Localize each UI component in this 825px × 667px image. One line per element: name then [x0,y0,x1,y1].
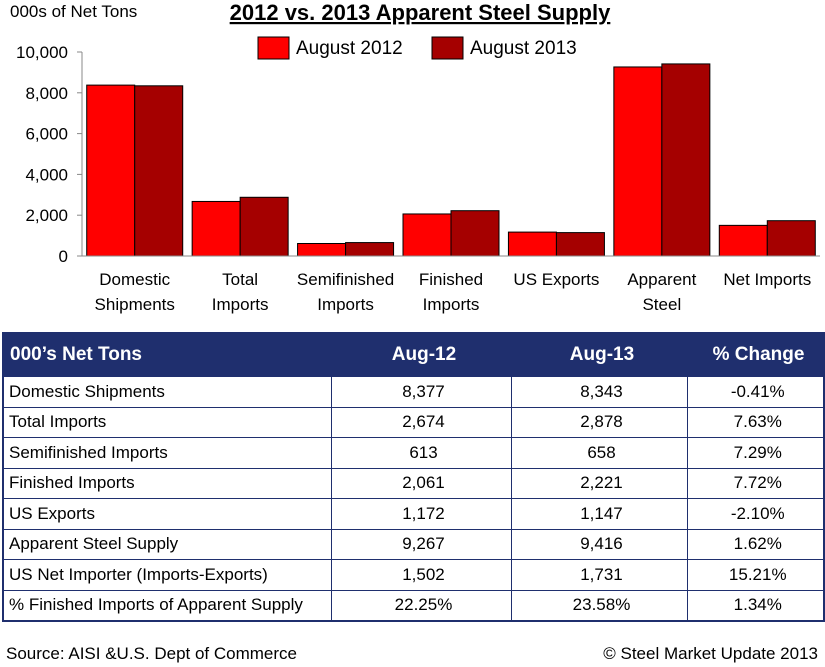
bar-aug-2013 [766,220,816,257]
cell-pct-change: 15.21% [686,559,825,591]
bar-aug-2012 [613,66,663,257]
header-aug-12: Aug-12 [330,332,512,377]
row-label: Domestic Shipments [2,375,332,408]
header-pct-change: % Change [686,332,825,377]
x-tick-label: Shipments [95,295,175,314]
table-row: % Finished Imports of Apparent Supply 22.… [2,589,825,622]
cell-aug-13: 9,416 [510,528,688,560]
bar-aug-2012 [507,231,557,257]
table-row: Semifinished Imports 613 658 7.29% [2,437,825,469]
cell-aug-13: 8,343 [510,375,688,408]
legend-label-aug-2013: August 2013 [470,38,577,59]
cell-pct-change: 7.29% [686,437,825,469]
x-tick-label: Apparent [627,270,696,289]
cell-pct-change: -0.41% [686,375,825,408]
bar-aug-2012 [297,242,347,257]
bar-aug-2013 [134,85,184,257]
table-row: Finished Imports 2,061 2,221 7.72% [2,467,825,499]
row-label: Semifinished Imports [2,437,332,469]
x-tick-label: Steel [642,295,681,314]
cell-aug-12: 2,061 [330,467,512,499]
data-table-container: 000’s Net Tons Aug-12 Aug-13 % Change Do… [2,332,825,622]
cell-aug-12: 1,172 [330,498,512,530]
bars [86,63,816,257]
table-body: Domestic Shipments 8,377 8,343 -0.41% Total … [2,375,825,622]
x-tick-label: Semifinished [297,270,394,289]
cell-pct-change: 1.62% [686,528,825,560]
cell-aug-13: 2,878 [510,406,688,438]
header-aug-13: Aug-13 [510,332,688,377]
y-tick-label: 4,000 [25,165,68,184]
row-label: US Net Importer (Imports-Exports) [2,559,332,591]
legend-swatch-aug-2012 [257,36,290,60]
bar-aug-2013 [345,242,395,257]
bar-aug-2012 [402,213,452,257]
y-tick-label: 10,000 [16,43,68,62]
x-tick-label: Net Imports [723,270,811,289]
y-axis: 0 2,000 4,000 6,000 8,000 10,000 [16,43,83,266]
cell-pct-change: 7.63% [686,406,825,438]
bar-aug-2012 [191,200,241,257]
cell-aug-13: 23.58% [510,589,688,622]
row-label: % Finished Imports of Apparent Supply [2,589,332,622]
x-tick-label: Imports [212,295,269,314]
legend-swatch-aug-2013 [431,36,464,60]
copyright-note: © Steel Market Update 2013 [603,644,818,663]
table-header-row: 000’s Net Tons Aug-12 Aug-13 % Change [2,332,825,377]
bar-aug-2013 [555,232,605,257]
table-row: US Exports 1,172 1,147 -2.10% [2,498,825,530]
header-label: 000’s Net Tons [2,332,332,377]
row-label: Apparent Steel Supply [2,528,332,560]
bar-aug-2013 [239,196,289,257]
legend: August 2012 August 2013 [257,36,577,60]
x-tick-label: Domestic [99,270,170,289]
bar-aug-2012 [718,224,768,257]
bar-aug-2012 [86,84,136,257]
y-axis-label: 000s of Net Tons [10,2,137,21]
row-label: US Exports [2,498,332,530]
table-row: Apparent Steel Supply 9,267 9,416 1.62% [2,528,825,560]
chart-title: 2012 vs. 2013 Apparent Steel Supply [230,0,611,25]
legend-label-aug-2012: August 2012 [296,38,403,59]
cell-aug-12: 613 [330,437,512,469]
cell-aug-13: 1,147 [510,498,688,530]
x-tick-label: Finished [419,270,483,289]
table-row: US Net Importer (Imports-Exports) 1,502 1,… [2,559,825,591]
row-label: Finished Imports [2,467,332,499]
source-note: Source: AISI &U.S. Dept of Commerce [6,644,298,663]
x-tick-label: Imports [423,295,480,314]
cell-pct-change: 1.34% [686,589,825,622]
x-tick-label: Total [222,270,258,289]
y-tick-label: 2,000 [25,206,68,225]
cell-aug-12: 2,674 [330,406,512,438]
cell-aug-12: 22.25% [330,589,512,622]
table-row: Domestic Shipments 8,377 8,343 -0.41% [2,375,825,408]
cell-pct-change: -2.10% [686,498,825,530]
cell-aug-13: 1,731 [510,559,688,591]
bar-aug-2013 [450,210,500,257]
y-tick-label: 0 [59,247,68,266]
x-tick-label: US Exports [513,270,599,289]
y-tick-label: 8,000 [25,84,68,103]
cell-aug-12: 1,502 [330,559,512,591]
bar-chart: 2012 vs. 2013 Apparent Steel Supply 000s… [10,0,820,314]
row-label: Total Imports [2,406,332,438]
cell-aug-13: 658 [510,437,688,469]
bar-aug-2013 [661,63,711,257]
cell-aug-13: 2,221 [510,467,688,499]
cell-aug-12: 9,267 [330,528,512,560]
cell-pct-change: 7.72% [686,467,825,499]
table-row: Total Imports 2,674 2,878 7.63% [2,406,825,438]
x-tick-label: Imports [317,295,374,314]
y-tick-label: 6,000 [25,125,68,144]
data-table: 000’s Net Tons Aug-12 Aug-13 % Change Do… [2,332,825,622]
x-axis: Domestic Shipments Total Imports Semifinishe… [82,255,820,314]
cell-aug-12: 8,377 [330,375,512,408]
